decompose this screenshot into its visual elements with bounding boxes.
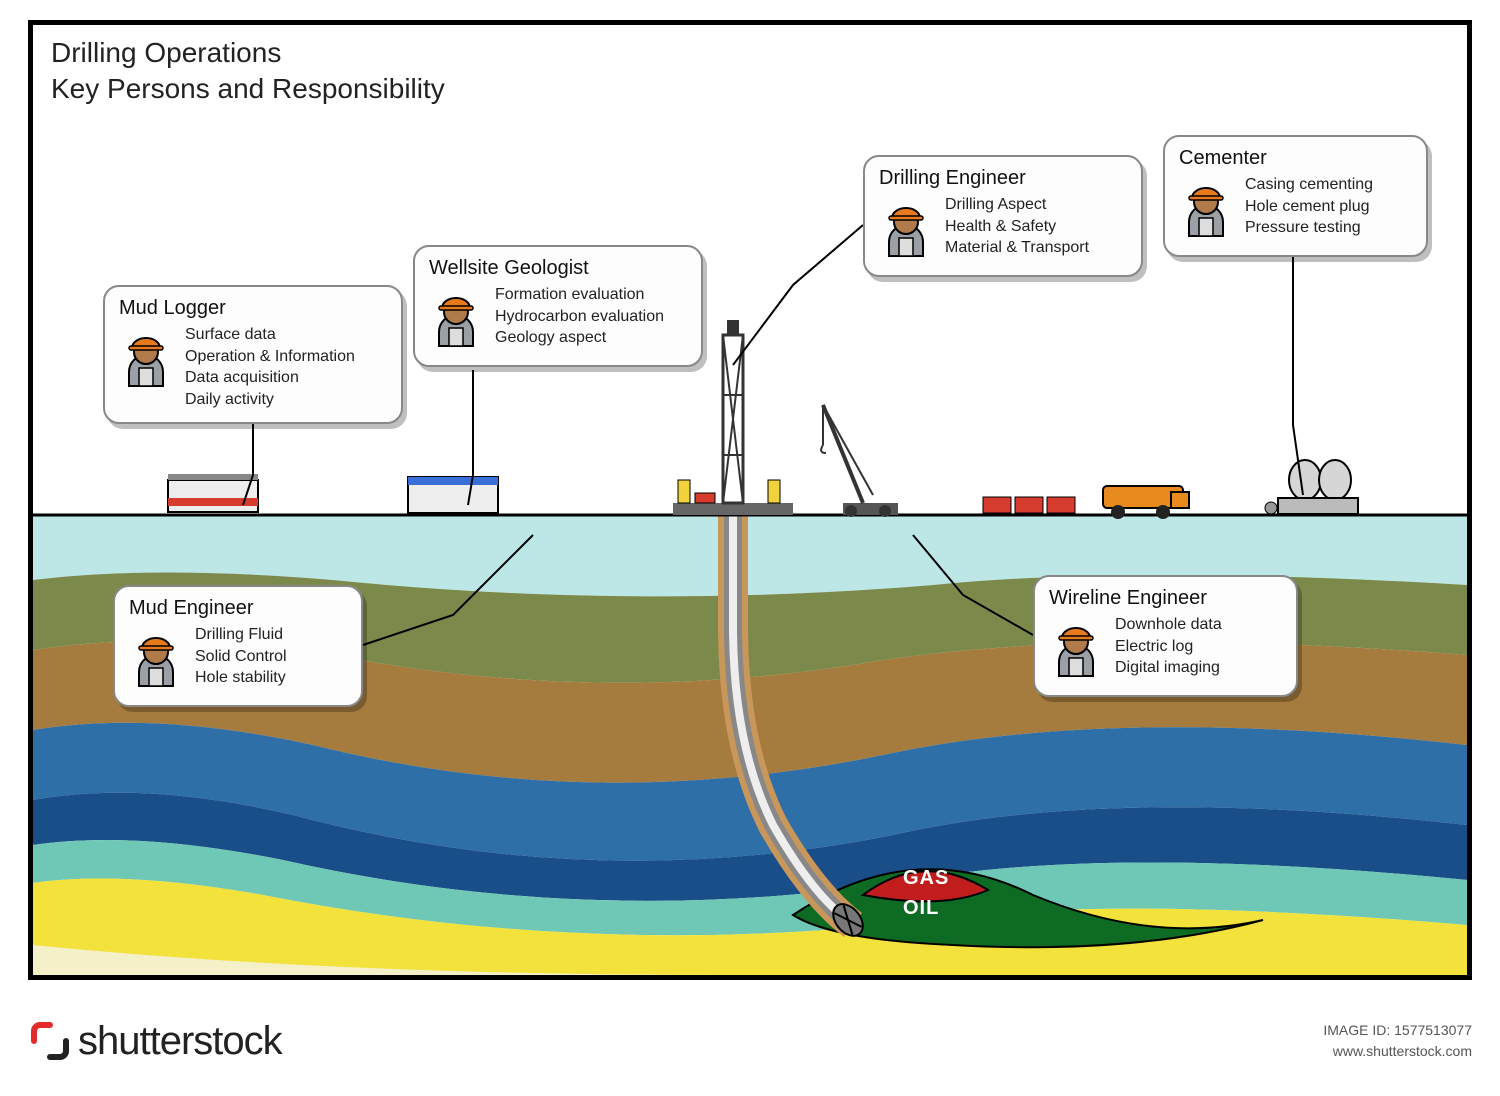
worker-icon: [429, 288, 483, 353]
responsibility-item: Geology aspect: [495, 327, 664, 349]
gas-label: GAS: [903, 867, 949, 890]
responsibility-item: Material & Transport: [945, 237, 1089, 259]
worker-icon: [879, 198, 933, 263]
responsibility-item: Pressure testing: [1245, 217, 1373, 239]
responsibility-item: Electric log: [1115, 636, 1222, 658]
title-line2: Key Persons and Responsibility: [51, 71, 445, 107]
trailer-mud-logger: [168, 474, 258, 512]
responsibility-item: Hydrocarbon evaluation: [495, 306, 664, 328]
responsibility-list: Formation evaluationHydrocarbon evaluati…: [495, 284, 664, 349]
responsibility-item: Solid Control: [195, 646, 287, 668]
responsibility-item: Hole stability: [195, 667, 287, 689]
trailer-geologist: [408, 477, 498, 513]
role-title: Cementer: [1179, 147, 1412, 170]
role-title: Wellsite Geologist: [429, 257, 687, 280]
callout-mud-engineer: Mud Engineer Drilling FluidSolid Control…: [113, 585, 363, 707]
stock-footer: shutterstock IMAGE ID: 1577513077 www.sh…: [0, 986, 1500, 1096]
responsibility-list: Downhole dataElectric logDigital imaging: [1115, 614, 1222, 679]
shutterstock-icon: [28, 1019, 72, 1063]
title-line1: Drilling Operations: [51, 35, 445, 71]
shutterstock-logo: shutterstock: [28, 1019, 282, 1064]
role-title: Mud Logger: [119, 297, 387, 320]
callout-drilling-engineer: Drilling Engineer Drilling AspectHealth …: [863, 155, 1143, 277]
callout-wireline-engineer: Wireline Engineer Downhole dataElectric …: [1033, 575, 1298, 697]
responsibility-item: Drilling Fluid: [195, 624, 287, 646]
callout-wellsite-geologist: Wellsite Geologist Formation evaluationH…: [413, 245, 703, 367]
responsibility-item: Casing cementing: [1245, 174, 1373, 196]
worker-icon: [1049, 618, 1103, 683]
responsibility-item: Data acquisition: [185, 367, 355, 389]
role-title: Drilling Engineer: [879, 167, 1127, 190]
responsibility-item: Health & Safety: [945, 216, 1089, 238]
callout-cementer: Cementer Casing cementingHole cement plu…: [1163, 135, 1428, 257]
callout-mud-logger: Mud Logger Surface dataOperation & Infor…: [103, 285, 403, 424]
role-title: Wireline Engineer: [1049, 587, 1282, 610]
worker-icon: [1179, 178, 1233, 243]
responsibility-item: Drilling Aspect: [945, 194, 1089, 216]
containers: [983, 497, 1075, 513]
image-id: IMAGE ID: 1577513077: [1323, 1020, 1472, 1041]
diagram-title: Drilling Operations Key Persons and Resp…: [51, 35, 445, 108]
stock-meta: IMAGE ID: 1577513077 www.shutterstock.co…: [1323, 1020, 1472, 1062]
responsibility-list: Drilling FluidSolid ControlHole stabilit…: [195, 624, 287, 689]
responsibility-item: Daily activity: [185, 389, 355, 411]
worker-icon: [129, 628, 183, 693]
diagram-frame: Drilling Operations Key Persons and Resp…: [28, 20, 1472, 980]
responsibility-item: Digital imaging: [1115, 657, 1222, 679]
oil-label: OIL: [903, 897, 939, 920]
responsibility-list: Casing cementingHole cement plugPressure…: [1245, 174, 1373, 239]
site-url: www.shutterstock.com: [1323, 1041, 1472, 1062]
responsibility-item: Hole cement plug: [1245, 196, 1373, 218]
worker-icon: [119, 328, 173, 393]
responsibility-item: Operation & Information: [185, 346, 355, 368]
responsibility-item: Surface data: [185, 324, 355, 346]
responsibility-list: Drilling AspectHealth & SafetyMaterial &…: [945, 194, 1089, 259]
brand-text: shutterstock: [78, 1019, 282, 1064]
responsibility-item: Formation evaluation: [495, 284, 664, 306]
responsibility-list: Surface dataOperation & InformationData …: [185, 324, 355, 410]
role-title: Mud Engineer: [129, 597, 347, 620]
responsibility-item: Downhole data: [1115, 614, 1222, 636]
